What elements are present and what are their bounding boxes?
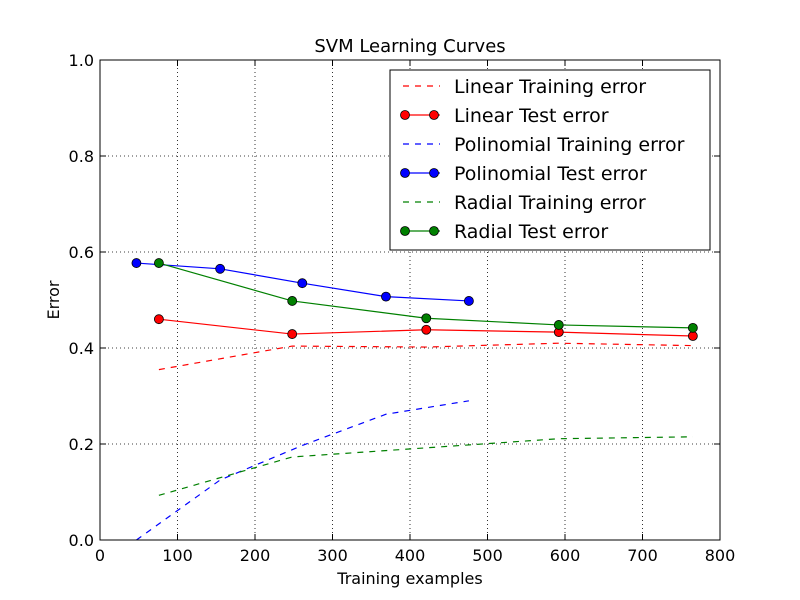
x-tick-label: 600 [550,546,581,565]
legend-marker [400,168,410,178]
legend-marker [429,110,439,120]
series-line-0 [158,342,693,371]
data-point [381,291,391,302]
x-tick-label: 500 [472,546,503,565]
y-tick-label: 0.6 [69,243,94,262]
chart-title: SVM Learning Curves [314,36,505,57]
legend-label: Linear Test error [454,105,609,127]
legend-label: Radial Training error [454,192,646,214]
x-axis-label: Training examples [336,569,482,588]
y-tick-label: 0.0 [69,531,94,550]
data-point [463,296,474,306]
data-point [153,314,164,325]
data-point [687,322,698,333]
legend-frame [389,69,711,251]
y-tick-label: 0.4 [69,339,94,358]
legend-marker [429,168,439,178]
data-point [287,296,298,306]
x-tick-label: 0 [95,546,105,565]
legend-label: Radial Test error [454,221,608,243]
y-tick-label: 1.0 [69,51,94,70]
data-point [553,320,564,330]
series-line-2 [136,400,469,541]
data-point [131,258,142,268]
legend-marker [429,226,439,236]
data-point [421,313,432,324]
legend-label: Polinomial Test error [454,163,647,185]
data-point [153,258,164,268]
legend-label: Linear Training error [454,76,646,98]
x-tick-label: 800 [705,546,736,565]
axis-ticks: 0 100 200 300 400 500 600 700 800 0.0 0.2 0.4 0.6 0.8… [69,51,736,565]
x-tick-label: 200 [240,546,271,565]
legend-marker [400,110,410,120]
x-tick-label: 400 [395,546,426,565]
y-tick-label: 0.8 [69,147,94,166]
data-point [297,278,308,289]
x-tick-label: 700 [627,546,658,565]
y-axis-label: Error [44,280,63,319]
x-tick-label: 100 [162,546,193,565]
x-tick-label: 300 [317,546,348,565]
legend-marker [400,226,410,236]
data-point [287,329,298,339]
series-group [131,258,698,541]
data-point [215,263,226,274]
data-point [687,331,698,341]
y-tick-label: 0.2 [69,435,94,454]
legend: Linear Training error Linear Test error Po… [389,69,711,251]
legend-label: Polinomial Training error [454,134,685,156]
data-point [421,324,432,335]
